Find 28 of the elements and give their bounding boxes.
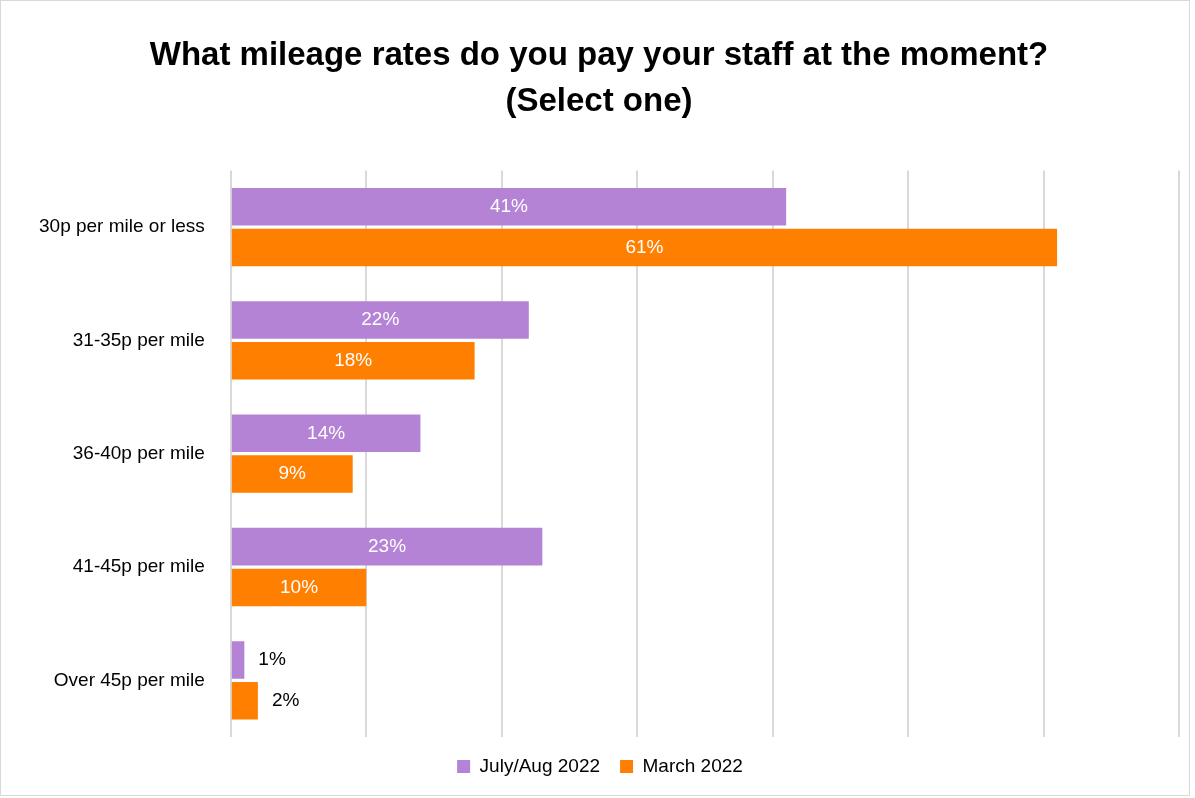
data-label: 9%: [278, 462, 307, 484]
bar: [231, 681, 258, 720]
data-label: 10%: [280, 575, 319, 597]
bar: [231, 228, 1058, 267]
data-label: 61%: [625, 235, 664, 257]
bar: [231, 568, 367, 607]
data-label: 14%: [307, 421, 346, 443]
bar: [231, 187, 787, 226]
data-label: 23%: [368, 534, 407, 556]
y-tick-label: 36-40p per mile: [72, 441, 205, 463]
data-label: 41%: [489, 194, 529, 216]
bar: [231, 342, 475, 380]
data-label: 22%: [361, 308, 400, 330]
bar: [231, 641, 245, 679]
legend-label: July/Aug 2022: [479, 754, 601, 776]
y-tick-label: 41-45p per mile: [72, 555, 205, 577]
bar: [231, 301, 529, 339]
data-label: 2%: [271, 688, 300, 710]
legend-label: March 2022: [642, 754, 743, 776]
data-label: 1%: [258, 648, 286, 670]
data-label: 18%: [334, 349, 373, 371]
bar: [231, 527, 543, 566]
bar: [231, 414, 421, 453]
chart-title: What mileage rates do you pay your staff at the moment? (Select one): [148, 34, 1050, 120]
y-tick-label: 31-35p per mile: [72, 328, 205, 350]
y-tick-label: Over 45p per mile: [53, 668, 205, 690]
bar: [231, 455, 353, 493]
y-tick-label: 30p per mile or less: [39, 215, 205, 237]
